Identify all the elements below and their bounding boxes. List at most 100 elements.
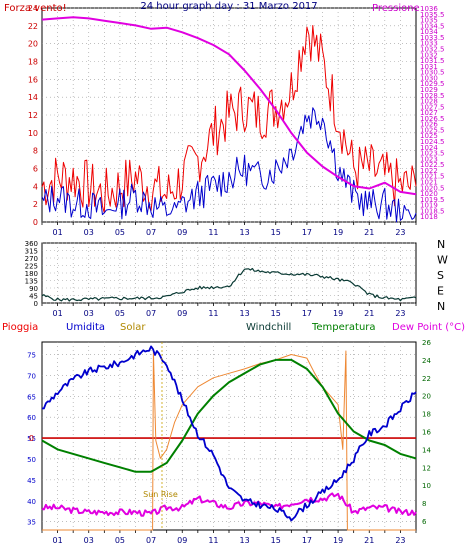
panel1-right-tick-label: 1030.5 — [420, 69, 445, 77]
panel2-frame — [41, 242, 417, 304]
panel1-right-tick-label: 1034 — [420, 28, 438, 36]
panel2-compass-label: W — [437, 254, 448, 267]
panel1-left-tick-label: 14 — [28, 93, 38, 102]
panel3-left-tick-label: 70 — [27, 372, 36, 380]
panel1-right-tick-label: 1025.5 — [420, 126, 445, 134]
panel2-compass-label: N — [437, 238, 445, 251]
panel1-right-tick-label: 1030 — [420, 74, 438, 82]
panel1-xtick-label: 01 — [52, 228, 62, 237]
panel1-right-tick-label: 1023.5 — [420, 150, 445, 158]
panel3-left-tick-label: 35 — [27, 519, 36, 527]
panel3-legend-label: Temperatura — [311, 322, 376, 333]
panel2-xtick-label: 03 — [84, 309, 94, 318]
panel2-xtick-label: 13 — [239, 309, 249, 318]
panel1-right-tick-label: 1018.5 — [420, 207, 445, 215]
panel2-left-tick-label: 315 — [25, 248, 38, 256]
panel1-left-tick-label: 22 — [28, 22, 38, 31]
panel1-right-tick-label: 1027.5 — [420, 103, 445, 111]
panel2-left-tick-label: 0 — [34, 300, 38, 308]
panel1-right-tick-label: 1021 — [420, 179, 438, 187]
panel3-right-tick-label: 6 — [422, 518, 427, 526]
series-umidita — [41, 345, 417, 522]
panel1-right-tick-label: 1034.5 — [420, 22, 445, 30]
panel3-right-tick-label: 12 — [422, 464, 431, 472]
panel2-xtick-label: 23 — [395, 309, 405, 318]
panel3-right-tick-label: 22 — [422, 375, 431, 383]
panel2-xtick-label: 07 — [146, 309, 156, 318]
panel1-xtick-label: 13 — [239, 228, 249, 237]
panel2-left-tick-label: 90 — [29, 285, 38, 293]
panel2-xtick-label: 09 — [177, 309, 187, 318]
panel3-left-tick-label: 55 — [27, 435, 36, 443]
panel1-xtick-label: 15 — [271, 228, 281, 237]
panel1-left-tick-label: 2 — [33, 200, 38, 209]
panel1-right-tick-label: 1029 — [420, 86, 438, 94]
panel3-xtick-label: 23 — [395, 536, 405, 545]
panel3-right-tick-label: 18 — [422, 411, 431, 419]
panel3-left-tick-label: 45 — [27, 477, 36, 485]
series-solar — [42, 350, 416, 531]
panel1-xtick-label: 07 — [146, 228, 156, 237]
series-pressione — [41, 16, 417, 196]
panel1-right-tick-label: 1032 — [420, 51, 438, 59]
panel2-compass-label: E — [437, 285, 444, 298]
panel1-right-tick-label: 1033.5 — [420, 34, 445, 42]
panel3-left-tick-label: 75 — [27, 352, 36, 360]
panel3-right-tick-label: 16 — [422, 429, 431, 437]
panel1-xtick-label: 23 — [395, 228, 405, 237]
panel1-right-tick-label: 1029.5 — [420, 80, 445, 88]
panel2-left-tick-label: 270 — [25, 255, 38, 263]
panel3-xtick-label: 11 — [208, 536, 218, 545]
panel3-xtick-label: 05 — [115, 536, 125, 545]
panel3-xtick-label: 13 — [239, 536, 249, 545]
panel3-right-tick-label: 8 — [422, 500, 426, 508]
panel3-xtick-label: 19 — [333, 536, 343, 545]
panel1-xtick-label: 11 — [208, 228, 218, 237]
panel1-left-tick-label: 4 — [33, 182, 38, 191]
panel2-left-tick-label: 45 — [29, 293, 38, 301]
panel1-left-tick-label: 24 — [28, 4, 38, 13]
panel1-left-tick-label: 20 — [28, 40, 38, 49]
panel1-right-tick-label: 1028.5 — [420, 92, 445, 100]
panel2-compass-label: N — [437, 300, 445, 313]
panel1-xtick-label: 03 — [84, 228, 94, 237]
panel3-left-tick-label: 65 — [27, 393, 36, 401]
panel1-right-tick-label: 1020 — [420, 190, 438, 198]
sunrise-label: Sun Rise — [143, 490, 178, 499]
panel1-right-tick-label: 1020.5 — [420, 184, 445, 192]
panel1-xtick-label: 17 — [302, 228, 312, 237]
panel3-legend-label: Umidita — [66, 322, 105, 333]
panel2-xtick-label: 11 — [208, 309, 218, 318]
panel3-xtick-label: 15 — [271, 536, 281, 545]
panel3-legend-label: Windchill — [246, 322, 291, 333]
panel1-right-tick-label: 1035.5 — [420, 11, 445, 19]
panel1-right-tick-label: 1022.5 — [420, 161, 445, 169]
panel3-xtick-label: 03 — [84, 536, 94, 545]
panel1-left-tick-label: 8 — [33, 147, 38, 156]
panel3-legend-label: Solar — [120, 322, 146, 333]
panel2-xtick-label: 19 — [333, 309, 343, 318]
panel1-right-tick-label: 1028 — [420, 98, 438, 106]
panel1-right-tick-label: 1033 — [420, 40, 438, 48]
panel1-right-axis-label: Pressione — [372, 3, 420, 14]
panel3-left-tick-label: 40 — [27, 498, 36, 506]
series-direzione — [41, 267, 417, 302]
panel1-right-tick-label: 1024.5 — [420, 138, 445, 146]
panel2-xtick-label: 17 — [302, 309, 312, 318]
panel3-xtick-label: 17 — [302, 536, 312, 545]
panel1-right-tick-label: 1019.5 — [420, 196, 445, 204]
panel1-right-tick-label: 1032.5 — [420, 45, 445, 53]
panel1-right-tick-label: 1018 — [420, 213, 438, 221]
panel1-right-tick-label: 1023 — [420, 155, 438, 163]
panel2-xtick-label: 15 — [271, 309, 281, 318]
panel2-left-tick-label: 135 — [25, 278, 38, 286]
panel1-right-tick-label: 1025 — [420, 132, 438, 140]
panel1-right-tick-label: 1026 — [420, 121, 438, 129]
panel2-left-tick-label: 360 — [25, 240, 38, 248]
panel1-right-tick-label: 1027 — [420, 109, 438, 117]
panel1-left-tick-label: 6 — [33, 165, 38, 174]
panel3-xtick-label: 09 — [177, 536, 187, 545]
panel3-xtick-label: 07 — [146, 536, 156, 545]
panel2-compass-label: S — [437, 269, 444, 282]
